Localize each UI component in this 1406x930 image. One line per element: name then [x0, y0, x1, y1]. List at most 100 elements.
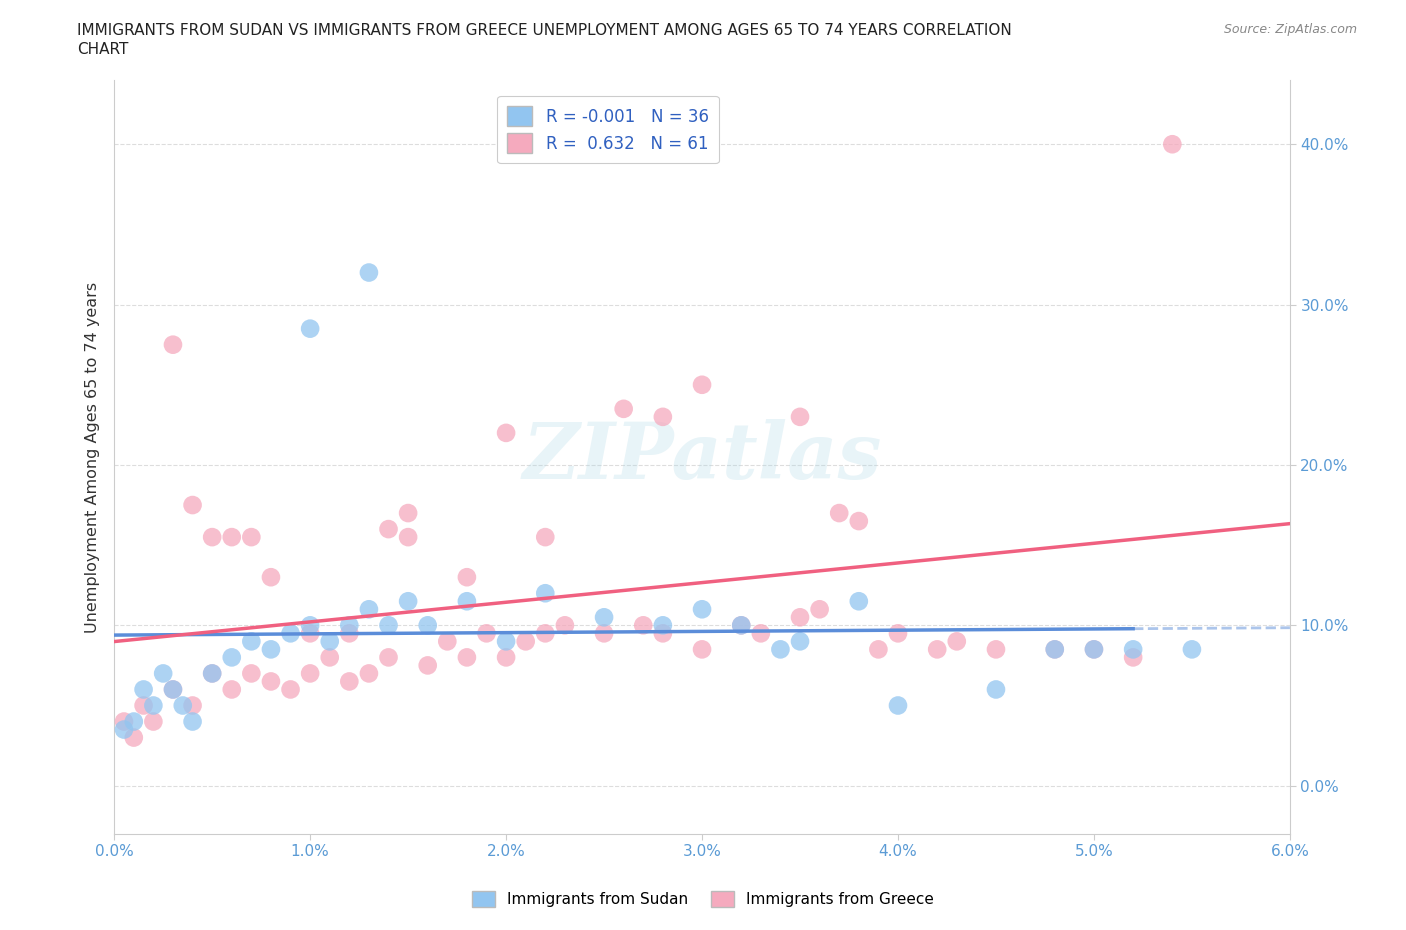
Point — [690, 642, 713, 657]
Point — [495, 650, 517, 665]
Point — [377, 522, 399, 537]
Point — [201, 666, 224, 681]
Text: Source: ZipAtlas.com: Source: ZipAtlas.com — [1223, 23, 1357, 36]
Point — [240, 634, 263, 649]
Point — [495, 634, 517, 649]
Point — [730, 618, 752, 632]
Point — [240, 666, 263, 681]
Point — [260, 570, 283, 585]
Point — [122, 730, 145, 745]
Point — [112, 722, 135, 737]
Point — [181, 714, 204, 729]
Text: CHART: CHART — [77, 42, 129, 57]
Point — [221, 530, 243, 545]
Point — [789, 610, 811, 625]
Point — [475, 626, 498, 641]
Point — [416, 658, 439, 672]
Point — [142, 698, 165, 713]
Point — [1161, 137, 1184, 152]
Point — [593, 610, 616, 625]
Point — [396, 506, 419, 521]
Point — [142, 714, 165, 729]
Point — [221, 650, 243, 665]
Point — [613, 402, 636, 417]
Point — [456, 594, 478, 609]
Point — [396, 530, 419, 545]
Point — [260, 642, 283, 657]
Point — [868, 642, 890, 657]
Point — [633, 618, 655, 632]
Point — [887, 626, 910, 641]
Point — [1083, 642, 1105, 657]
Point — [515, 634, 537, 649]
Point — [651, 618, 673, 632]
Point — [357, 666, 380, 681]
Point — [122, 714, 145, 729]
Point — [749, 626, 772, 641]
Point — [357, 265, 380, 280]
Point — [848, 513, 870, 528]
Point — [887, 698, 910, 713]
Point — [946, 634, 969, 649]
Point — [280, 626, 302, 641]
Point — [132, 698, 155, 713]
Point — [456, 650, 478, 665]
Point — [984, 682, 1007, 697]
Point — [260, 674, 283, 689]
Point — [132, 682, 155, 697]
Point — [162, 682, 184, 697]
Point — [396, 594, 419, 609]
Point — [554, 618, 576, 632]
Point — [984, 642, 1007, 657]
Point — [651, 626, 673, 641]
Point — [112, 714, 135, 729]
Point — [357, 602, 380, 617]
Point — [593, 626, 616, 641]
Point — [221, 682, 243, 697]
Point — [1122, 650, 1144, 665]
Point — [201, 530, 224, 545]
Point — [337, 674, 360, 689]
Point — [181, 698, 204, 713]
Point — [377, 618, 399, 632]
Legend: R = -0.001   N = 36, R =  0.632   N = 61: R = -0.001 N = 36, R = 0.632 N = 61 — [498, 96, 718, 164]
Point — [299, 666, 322, 681]
Point — [789, 634, 811, 649]
Point — [690, 602, 713, 617]
Point — [1083, 642, 1105, 657]
Text: ZIPatlas: ZIPatlas — [523, 418, 882, 495]
Point — [152, 666, 174, 681]
Text: IMMIGRANTS FROM SUDAN VS IMMIGRANTS FROM GREECE UNEMPLOYMENT AMONG AGES 65 TO 74: IMMIGRANTS FROM SUDAN VS IMMIGRANTS FROM… — [77, 23, 1012, 38]
Point — [280, 682, 302, 697]
Point — [337, 618, 360, 632]
Point — [534, 530, 557, 545]
Point — [436, 634, 458, 649]
Point — [337, 626, 360, 641]
Point — [162, 682, 184, 697]
Point — [456, 570, 478, 585]
Point — [651, 409, 673, 424]
Point — [927, 642, 949, 657]
Point — [828, 506, 851, 521]
Point — [299, 321, 322, 336]
Point — [319, 634, 342, 649]
Legend: Immigrants from Sudan, Immigrants from Greece: Immigrants from Sudan, Immigrants from G… — [465, 884, 941, 913]
Point — [690, 378, 713, 392]
Point — [1122, 642, 1144, 657]
Point — [299, 626, 322, 641]
Point — [848, 594, 870, 609]
Point — [416, 618, 439, 632]
Point — [299, 618, 322, 632]
Point — [319, 650, 342, 665]
Point — [1043, 642, 1066, 657]
Point — [181, 498, 204, 512]
Point — [172, 698, 194, 713]
Point — [1043, 642, 1066, 657]
Point — [495, 425, 517, 440]
Point — [201, 666, 224, 681]
Point — [534, 626, 557, 641]
Point — [808, 602, 831, 617]
Y-axis label: Unemployment Among Ages 65 to 74 years: Unemployment Among Ages 65 to 74 years — [86, 282, 100, 632]
Point — [730, 618, 752, 632]
Point — [1181, 642, 1204, 657]
